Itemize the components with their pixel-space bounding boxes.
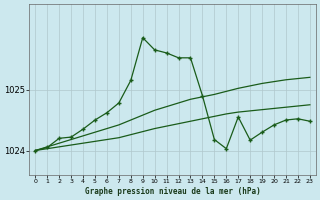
X-axis label: Graphe pression niveau de la mer (hPa): Graphe pression niveau de la mer (hPa) [85,187,260,196]
